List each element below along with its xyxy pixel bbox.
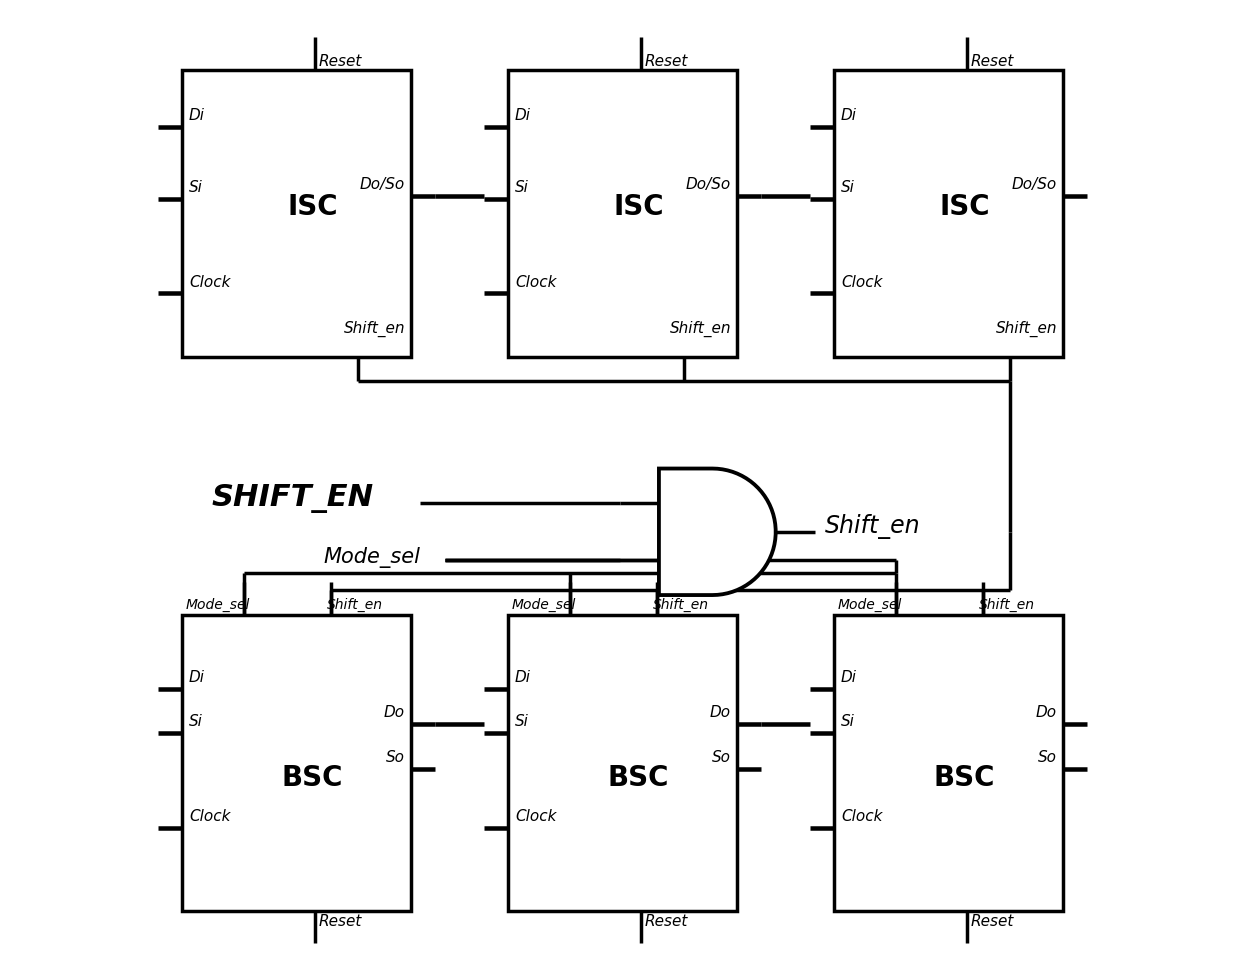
- Text: Clock: Clock: [515, 809, 557, 825]
- Text: Mode_sel: Mode_sel: [324, 547, 420, 568]
- Text: ISC: ISC: [288, 193, 337, 222]
- Text: Do/So: Do/So: [686, 177, 730, 192]
- Text: Si: Si: [515, 180, 528, 195]
- Text: Mode_sel: Mode_sel: [838, 597, 903, 612]
- Text: Clock: Clock: [188, 274, 231, 290]
- Text: Si: Si: [188, 714, 202, 729]
- Text: Shift_en: Shift_en: [670, 320, 730, 337]
- Text: Si: Si: [515, 714, 528, 729]
- Text: Shift_en: Shift_en: [652, 597, 709, 612]
- Text: BSC: BSC: [608, 764, 670, 792]
- Text: Shift_en: Shift_en: [996, 320, 1056, 337]
- Text: So: So: [386, 750, 405, 765]
- Text: Do: Do: [709, 706, 730, 720]
- Bar: [508, 69, 737, 356]
- Text: Di: Di: [515, 108, 531, 123]
- Text: Si: Si: [841, 714, 854, 729]
- Text: Shift_en: Shift_en: [343, 320, 405, 337]
- Text: ISC: ISC: [939, 193, 990, 222]
- Text: ISC: ISC: [613, 193, 663, 222]
- Bar: [508, 615, 737, 912]
- Text: Clock: Clock: [515, 274, 557, 290]
- Text: Do/So: Do/So: [360, 177, 405, 192]
- Text: BSC: BSC: [281, 764, 343, 792]
- Text: Di: Di: [515, 670, 531, 685]
- Text: Shift_en: Shift_en: [978, 597, 1035, 612]
- Text: Di: Di: [841, 108, 857, 123]
- Text: Reset: Reset: [971, 915, 1014, 929]
- Text: Reset: Reset: [971, 54, 1014, 68]
- Bar: [835, 69, 1063, 356]
- Text: Reset: Reset: [319, 915, 362, 929]
- Text: Do/So: Do/So: [1012, 177, 1056, 192]
- Text: Di: Di: [841, 670, 857, 685]
- Text: Reset: Reset: [645, 54, 688, 68]
- Bar: [835, 615, 1063, 912]
- Text: BSC: BSC: [934, 764, 996, 792]
- Text: Mode_sel: Mode_sel: [512, 597, 577, 612]
- Text: Shift_en: Shift_en: [327, 597, 383, 612]
- Text: SHIFT_EN: SHIFT_EN: [211, 484, 373, 513]
- Text: Clock: Clock: [841, 274, 883, 290]
- Text: Do: Do: [384, 706, 405, 720]
- Text: Reset: Reset: [645, 915, 688, 929]
- Bar: [182, 615, 410, 912]
- Text: Di: Di: [188, 108, 205, 123]
- Text: Clock: Clock: [188, 809, 231, 825]
- PathPatch shape: [658, 468, 776, 595]
- Bar: [182, 69, 410, 356]
- Text: Reset: Reset: [319, 54, 362, 68]
- Text: Clock: Clock: [841, 809, 883, 825]
- Text: So: So: [712, 750, 730, 765]
- Text: Si: Si: [841, 180, 854, 195]
- Text: Si: Si: [188, 180, 202, 195]
- Text: Shift_en: Shift_en: [825, 514, 920, 540]
- Text: Di: Di: [188, 670, 205, 685]
- Text: Do: Do: [1035, 706, 1056, 720]
- Text: So: So: [1038, 750, 1056, 765]
- Text: Mode_sel: Mode_sel: [186, 597, 250, 612]
